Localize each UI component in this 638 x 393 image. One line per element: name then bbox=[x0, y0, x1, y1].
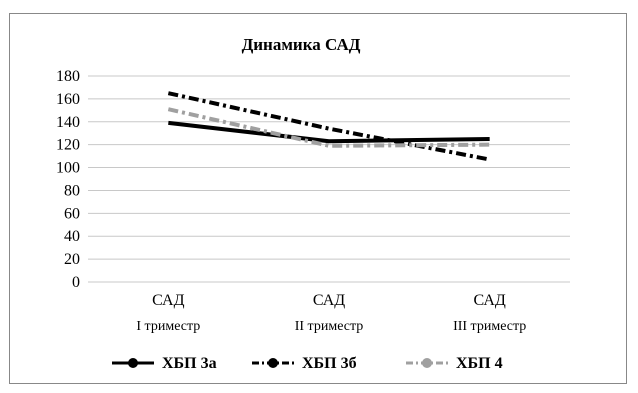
legend-label: ХБП 3б bbox=[302, 355, 357, 372]
y-axis-ticks: 0 20 40 60 80 100 120 140 160 180 bbox=[56, 68, 80, 291]
y-tick-label: 20 bbox=[64, 251, 80, 268]
legend-marker bbox=[268, 358, 278, 368]
legend-marker bbox=[422, 358, 432, 368]
legend-label: ХБП 3а bbox=[162, 355, 217, 372]
chart-title: Динамика САД bbox=[242, 35, 361, 54]
x-category-sublabel: II триместр bbox=[295, 319, 364, 334]
x-category-sublabel: I триместр bbox=[136, 319, 200, 334]
y-tick-label: 160 bbox=[56, 91, 80, 108]
x-category-label: САД bbox=[152, 292, 184, 309]
x-category-label: САД bbox=[313, 292, 345, 309]
y-tick-label: 40 bbox=[64, 228, 80, 245]
legend: ХБП 3а ХБП 3б ХБП 4 bbox=[112, 355, 503, 372]
y-tick-label: 180 bbox=[56, 68, 80, 85]
legend-label: ХБП 4 bbox=[456, 355, 503, 372]
gridlines bbox=[88, 75, 570, 283]
y-tick-label: 100 bbox=[56, 160, 80, 177]
legend-marker bbox=[128, 358, 138, 368]
series-line bbox=[167, 91, 491, 162]
series-line bbox=[168, 120, 490, 144]
y-tick-label: 120 bbox=[56, 137, 80, 154]
y-tick-label: 0 bbox=[72, 274, 80, 291]
chart-frame bbox=[9, 13, 627, 384]
y-tick-label: 60 bbox=[64, 205, 80, 222]
x-category-label: САД bbox=[473, 292, 505, 309]
series-lines bbox=[167, 91, 491, 162]
x-axis-categories: САД I триместр САД II триместр САД III тримес… bbox=[136, 292, 526, 334]
x-category-sublabel: III триместр bbox=[453, 319, 526, 334]
y-tick-label: 80 bbox=[64, 182, 80, 199]
y-tick-label: 140 bbox=[56, 114, 80, 131]
